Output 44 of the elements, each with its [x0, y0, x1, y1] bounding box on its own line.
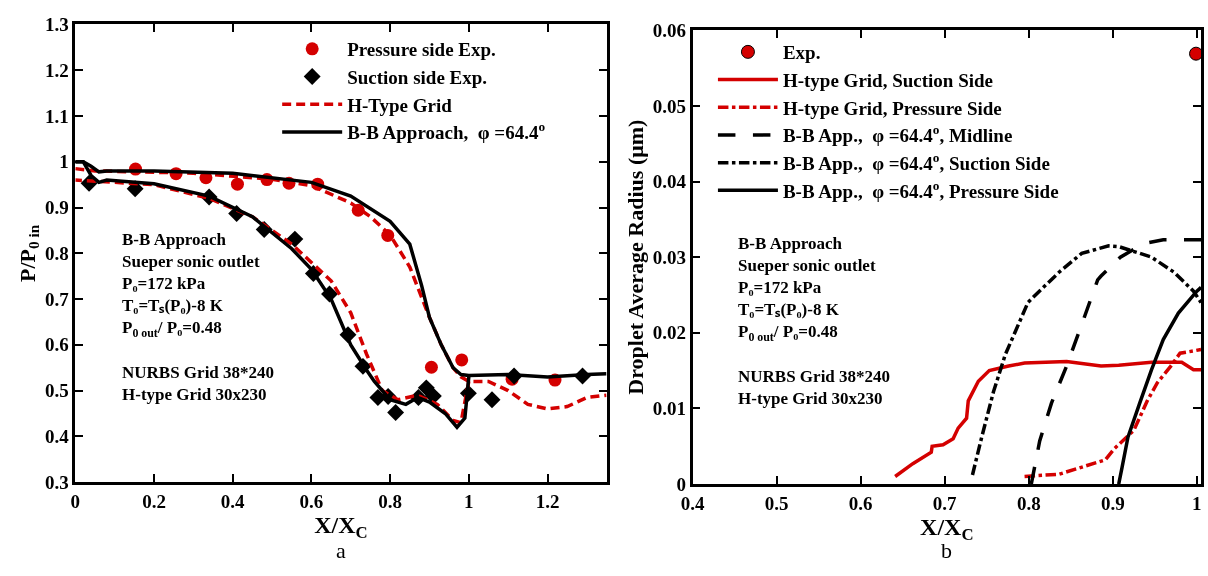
x-tick-label: 0.9 [1100, 492, 1125, 514]
x-tick-label: 0.7 [932, 492, 958, 514]
y-tick-label: 0.05 [652, 95, 687, 117]
y-tick-label: 1.3 [45, 14, 69, 36]
x-tick-label: 1 [464, 490, 474, 512]
y-tick-label: 0.4 [45, 426, 70, 448]
y-tick-label: 0.9 [45, 197, 69, 219]
legend-label: H-Type Grid [347, 94, 453, 116]
x-tick-label: 1.2 [535, 490, 560, 512]
legend-label: H-type Grid, Suction Side [782, 69, 994, 91]
legend-label: B-B App., φ =64.4$^{o}$, Suction Side [782, 150, 1050, 175]
y-tick-label: 1 [59, 151, 69, 173]
legend-label: Exp. [782, 42, 821, 64]
x-tick-label: 0.8 [1016, 492, 1041, 514]
legend-label: B-B Approach, φ =64.4$^{o}$ [347, 119, 546, 144]
legend-label: B-B App., φ =64.4$^{o}$, Midline [782, 122, 1013, 147]
y-tick-label: 0 [676, 473, 687, 495]
y-tick-label: 0.02 [652, 322, 687, 344]
y-tick-label: 0.01 [652, 398, 687, 420]
y-tick-label: 0.03 [652, 246, 687, 268]
x-tick-label: 0.4 [220, 490, 246, 512]
x-tick-label: 0.8 [378, 490, 402, 512]
y-tick-label: 0.04 [652, 171, 687, 193]
text: B-B Approach Sueper sonic outlet P₀=172 kPa T₀=Tₛ(P₀)-8 K P$_{0 out}$/ P₀=0.48 NURBS Grid 38*240 H-type Grid 30x230 [738, 234, 891, 408]
x-tick-label: 0.6 [848, 492, 873, 514]
x-tick-label: 0.2 [142, 490, 166, 512]
x-tick-label: 0.5 [764, 492, 789, 514]
y-tick-label: 0.6 [45, 334, 69, 356]
y-tick-label: 0.5 [45, 380, 69, 402]
y-tick-label: 0.7 [45, 288, 70, 310]
y-tick-label: 0.3 [45, 471, 69, 493]
legend-label: Suction side Exp. [347, 66, 488, 88]
legend-label: Pressure side Exp. [347, 39, 496, 61]
x-tick-label: 1 [1192, 492, 1202, 514]
y-tick-label: 0.06 [652, 19, 687, 41]
legend-label: H-type Grid, Pressure Side [782, 97, 1002, 119]
text: B-B Approach Sueper sonic outlet P₀=172 kPa T₀=Tₛ(P₀)-8 K P$_{0 out}$/ P₀=0.48 NURBS Grid 38*240 H-type Grid 30x230 [122, 230, 275, 404]
y-tick-label: 1.2 [45, 59, 69, 81]
y-tick-label: 1.1 [45, 105, 69, 127]
legend-label: B-B App., φ =64.4$^{o}$, Pressure Side [782, 177, 1059, 202]
y-tick-label: 0.8 [45, 242, 69, 264]
x-tick-label: 0.6 [299, 490, 324, 512]
y-axis-title: Droplet Average Radius (μm) [622, 119, 648, 395]
x-tick-label: 0.4 [680, 492, 705, 514]
